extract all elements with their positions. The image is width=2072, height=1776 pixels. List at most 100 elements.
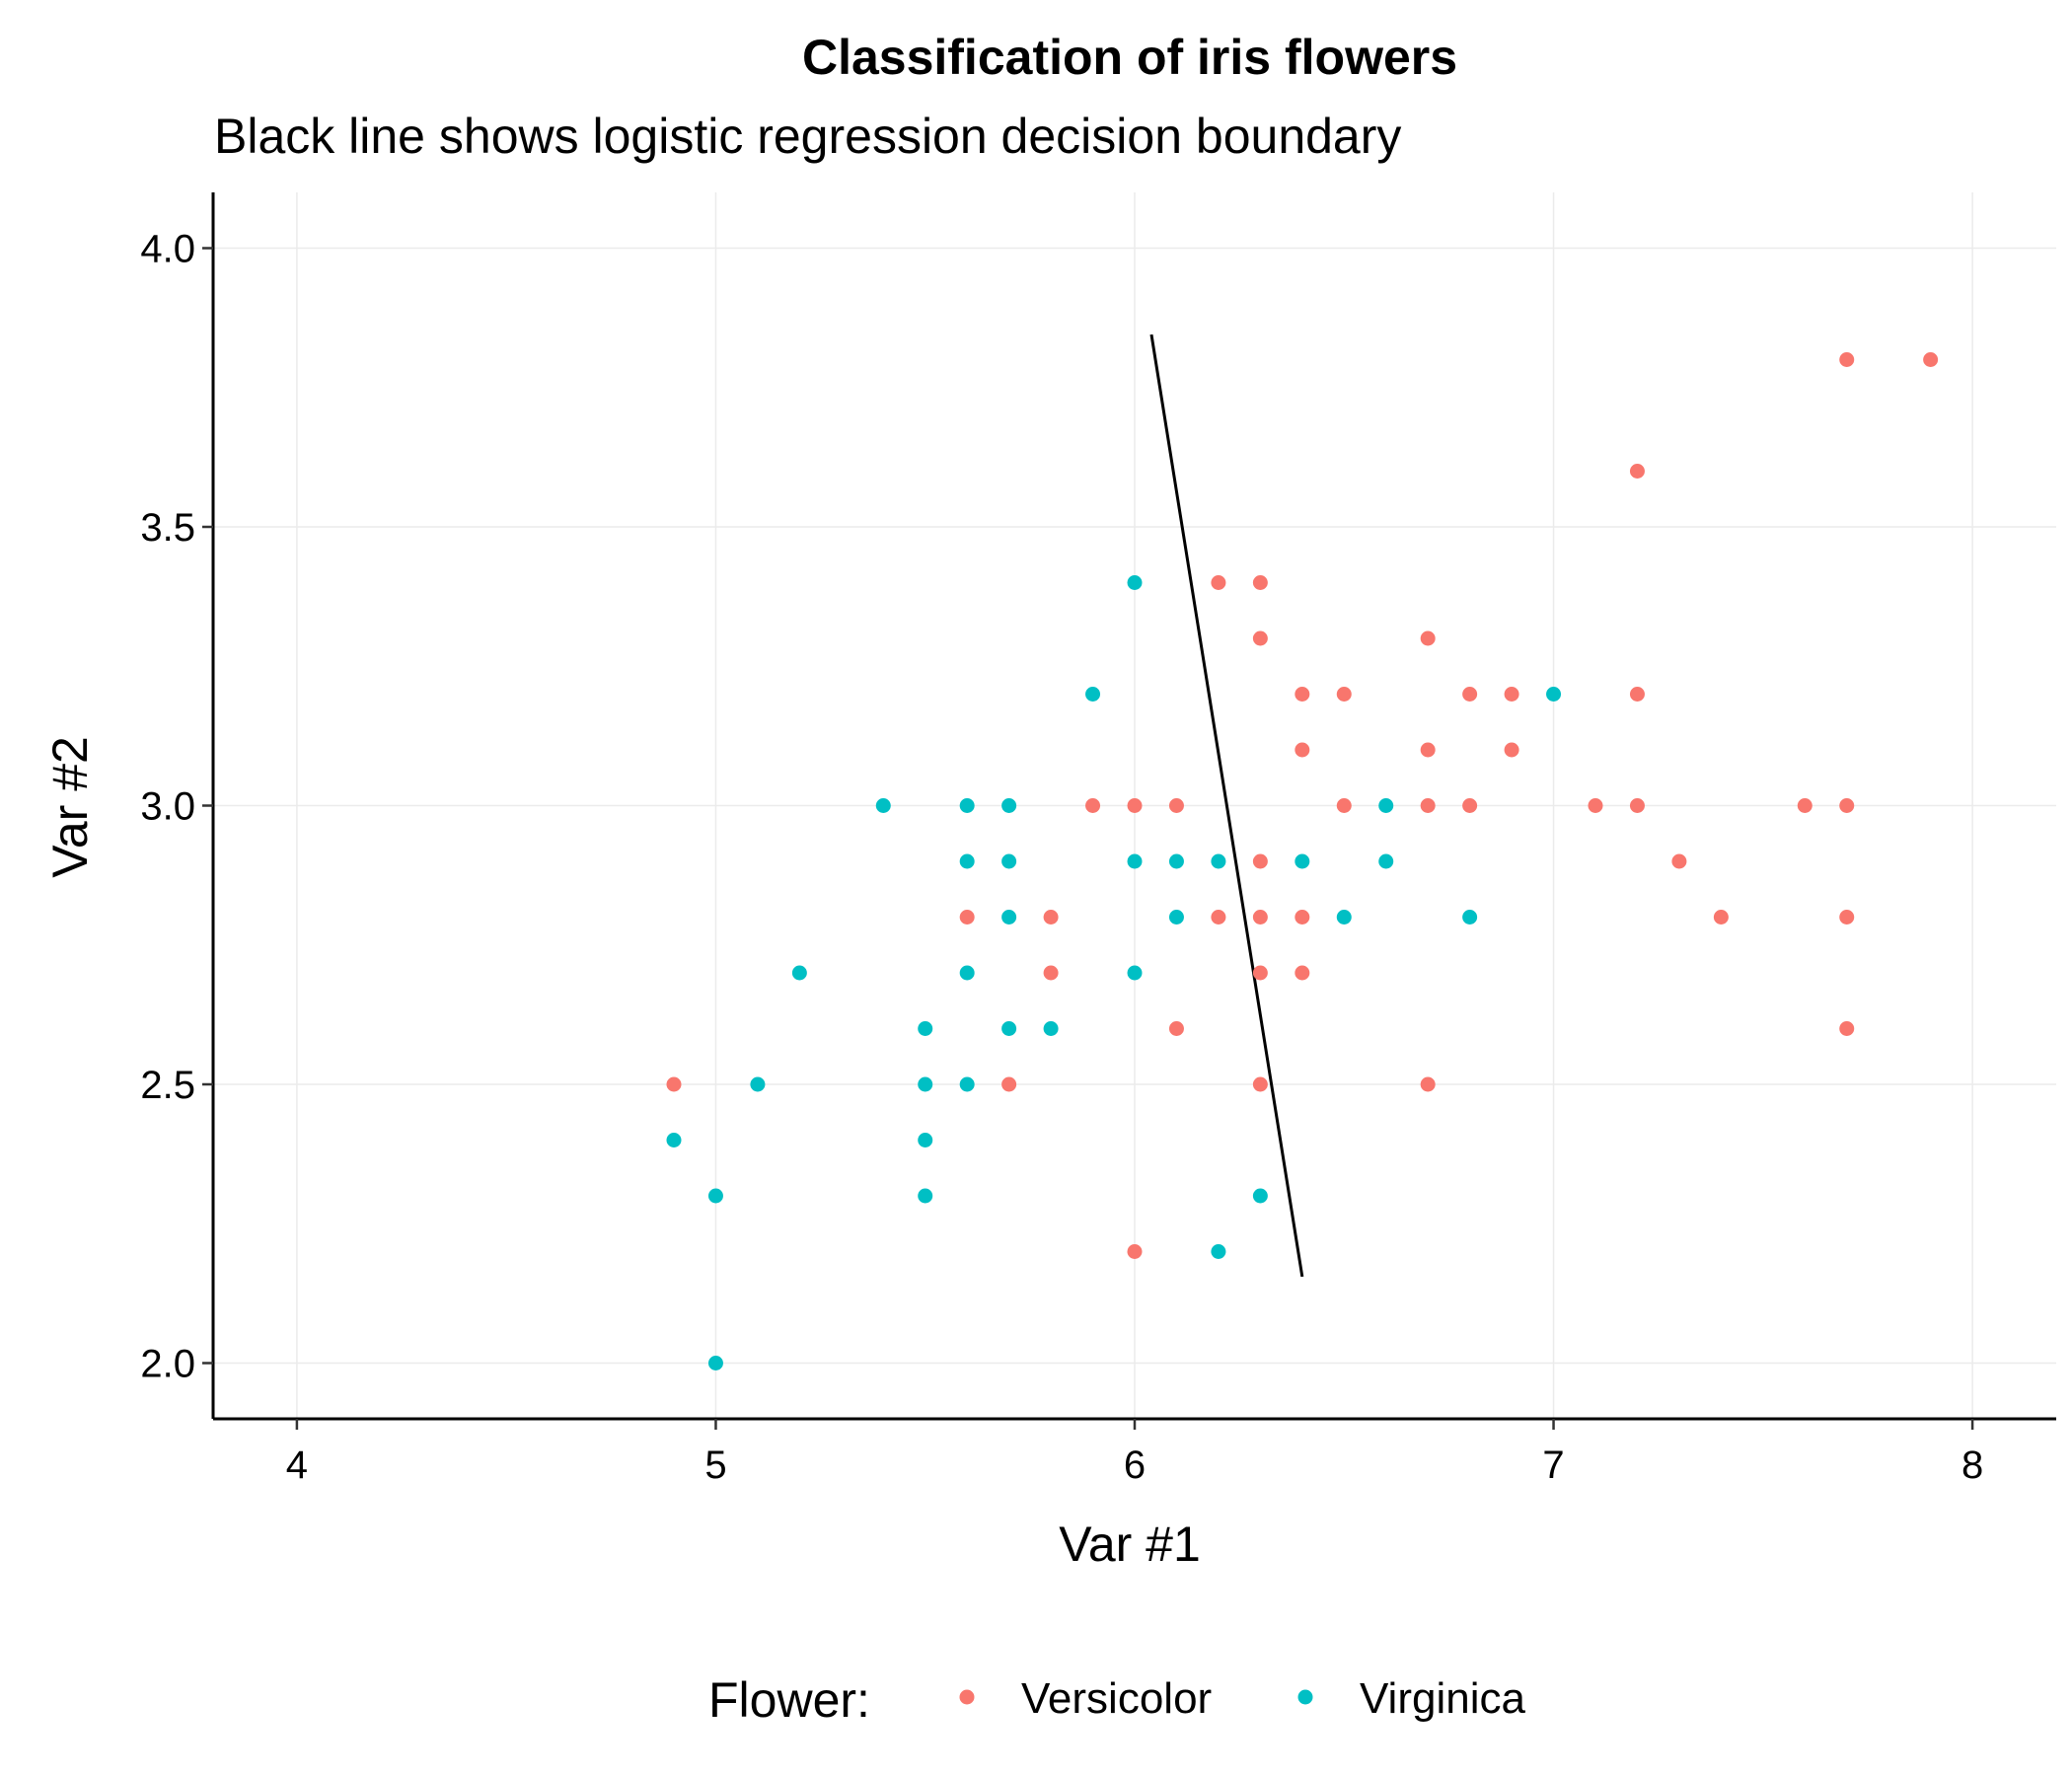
data-point-versicolor — [1252, 965, 1268, 981]
legend-title: Flower: — [708, 1672, 870, 1728]
x-tick-label: 6 — [1124, 1443, 1146, 1487]
legend-item-versicolor: Versicolor — [959, 1674, 1212, 1723]
data-point-versicolor — [1462, 798, 1478, 813]
data-point-virginica — [707, 1188, 723, 1204]
data-point-virginica — [1295, 853, 1310, 869]
data-point-versicolor — [1252, 910, 1268, 925]
data-point-versicolor — [1420, 742, 1436, 758]
data-point-virginica — [1085, 687, 1101, 702]
data-point-versicolor — [1211, 575, 1226, 590]
data-point-versicolor — [666, 1076, 682, 1092]
legend: Flower: Versicolor Virginica — [708, 1672, 1525, 1728]
data-point-virginica — [918, 1188, 933, 1204]
data-point-versicolor — [1629, 464, 1645, 479]
data-point-virginica — [1378, 798, 1394, 813]
data-point-versicolor — [1839, 352, 1855, 367]
series-virginica — [666, 575, 1562, 1370]
series-versicolor — [666, 352, 1939, 1259]
data-point-virginica — [1252, 1188, 1268, 1204]
legend-label: Virginica — [1360, 1674, 1525, 1723]
data-point-versicolor — [1420, 798, 1436, 813]
legend-swatch — [959, 1689, 975, 1705]
y-tick-label: 3.5 — [140, 506, 195, 550]
decision-boundary-line — [1149, 333, 1304, 1278]
data-point-virginica — [959, 1076, 975, 1092]
data-point-versicolor — [1336, 798, 1352, 813]
data-point-virginica — [1001, 1021, 1017, 1036]
data-point-versicolor — [1211, 910, 1226, 925]
data-point-versicolor — [1462, 687, 1478, 702]
decision-boundary-layer — [1149, 333, 1304, 1278]
data-point-versicolor — [1504, 742, 1519, 758]
data-point-virginica — [1462, 910, 1478, 925]
x-axis-title: Var #1 — [1059, 1517, 1201, 1572]
data-points — [666, 352, 1939, 1370]
data-point-versicolor — [1797, 798, 1813, 813]
data-point-versicolor — [1295, 742, 1310, 758]
data-point-versicolor — [1336, 687, 1352, 702]
data-point-virginica — [750, 1076, 766, 1092]
axes: 4 5 6 7 8 2.0 2.5 3.0 3.5 4.0 — [140, 192, 2056, 1487]
x-tick-label: 4 — [286, 1443, 308, 1487]
data-point-versicolor — [1001, 1076, 1017, 1092]
data-point-virginica — [1211, 853, 1226, 869]
data-point-versicolor — [1168, 1021, 1184, 1036]
legend-label: Versicolor — [1021, 1674, 1212, 1723]
y-tick-label: 3.0 — [140, 785, 195, 829]
legend-items: Versicolor Virginica — [959, 1674, 1525, 1723]
grid — [213, 192, 2056, 1419]
data-point-virginica — [918, 1021, 933, 1036]
data-point-versicolor — [1839, 1021, 1855, 1036]
data-point-versicolor — [1252, 630, 1268, 646]
data-point-versicolor — [1713, 910, 1729, 925]
data-point-virginica — [1127, 965, 1143, 981]
data-point-virginica — [875, 798, 891, 813]
data-point-virginica — [1001, 853, 1017, 869]
data-point-versicolor — [1923, 352, 1939, 367]
data-point-virginica — [1336, 910, 1352, 925]
data-point-versicolor — [959, 910, 975, 925]
data-point-virginica — [959, 798, 975, 813]
data-point-virginica — [1168, 910, 1184, 925]
x-tick-label: 7 — [1542, 1443, 1564, 1487]
data-point-versicolor — [1043, 910, 1059, 925]
data-point-versicolor — [1127, 1244, 1143, 1259]
data-point-versicolor — [1252, 1076, 1268, 1092]
data-point-virginica — [666, 1133, 682, 1147]
data-point-virginica — [1546, 687, 1562, 702]
data-point-versicolor — [1420, 630, 1436, 646]
legend-item-virginica: Virginica — [1297, 1674, 1525, 1723]
data-point-versicolor — [1839, 798, 1855, 813]
x-tick-label: 8 — [1961, 1443, 1983, 1487]
data-point-versicolor — [1252, 575, 1268, 590]
data-point-versicolor — [1839, 910, 1855, 925]
data-point-versicolor — [1085, 798, 1101, 813]
data-point-versicolor — [1252, 853, 1268, 869]
chart-title: Classification of iris flowers — [802, 30, 1457, 85]
legend-swatch — [1297, 1689, 1313, 1705]
data-point-virginica — [1378, 853, 1394, 869]
data-point-virginica — [959, 965, 975, 981]
data-point-versicolor — [1295, 687, 1310, 702]
data-point-virginica — [1211, 1244, 1226, 1259]
data-point-virginica — [1127, 575, 1143, 590]
data-point-versicolor — [1127, 798, 1143, 813]
y-tick-label: 2.5 — [140, 1064, 195, 1107]
data-point-versicolor — [1168, 798, 1184, 813]
y-tick-label: 2.0 — [140, 1343, 195, 1386]
y-tick-label: 4.0 — [140, 228, 195, 271]
data-point-virginica — [1001, 798, 1017, 813]
data-point-versicolor — [1043, 965, 1059, 981]
data-point-versicolor — [1671, 853, 1687, 869]
data-point-versicolor — [1504, 687, 1519, 702]
data-point-virginica — [959, 853, 975, 869]
data-point-versicolor — [1629, 687, 1645, 702]
data-point-versicolor — [1420, 1076, 1436, 1092]
data-point-versicolor — [1629, 798, 1645, 813]
data-point-virginica — [918, 1133, 933, 1147]
x-tick-label: 5 — [704, 1443, 726, 1487]
data-point-virginica — [791, 965, 807, 981]
data-point-virginica — [1001, 910, 1017, 925]
data-point-virginica — [1127, 853, 1143, 869]
